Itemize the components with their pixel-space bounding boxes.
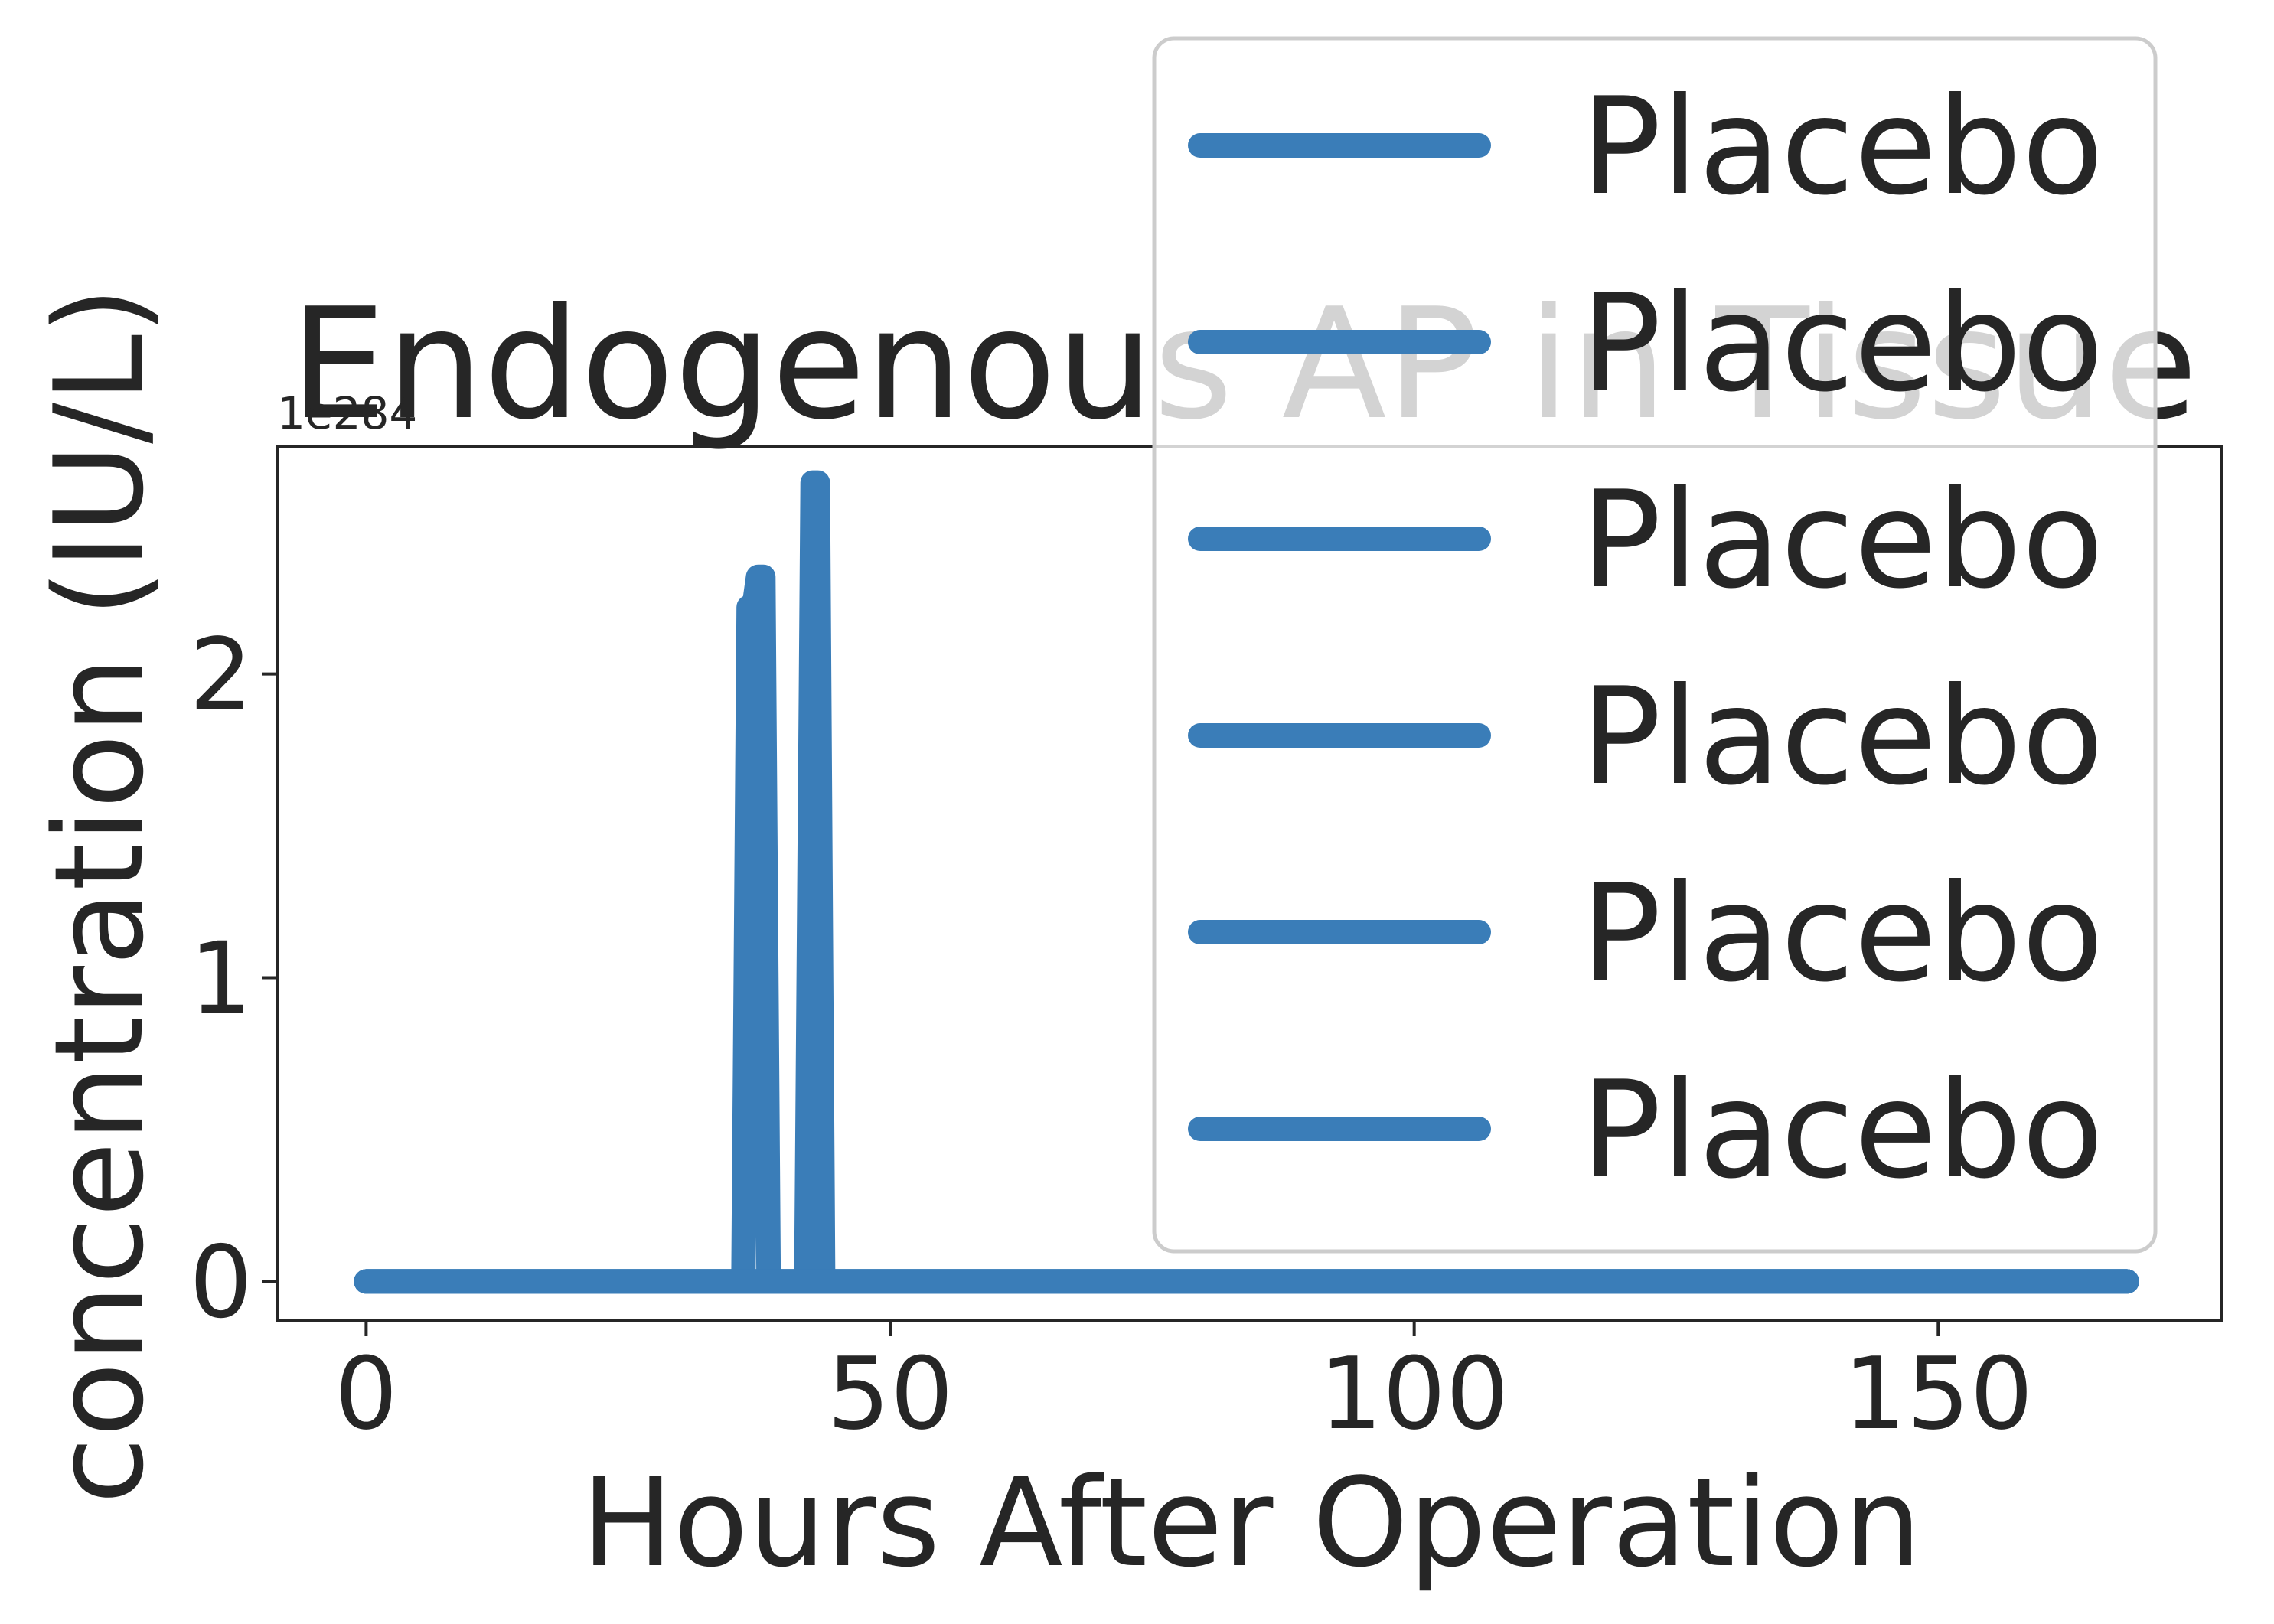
y-tick-label: 2 bbox=[189, 617, 253, 733]
x-tick-label: 0 bbox=[334, 1335, 398, 1452]
legend-label: Placebo bbox=[1581, 463, 2103, 618]
x-tick-label: 50 bbox=[827, 1335, 953, 1452]
y-axis-ticks: 0 1 2 bbox=[189, 617, 277, 1340]
y-offset-label: 1e284 bbox=[277, 387, 417, 439]
y-axis-label: concentration (IU/L) bbox=[28, 286, 171, 1504]
y-tick-label: 1 bbox=[189, 921, 253, 1037]
series-line-1 bbox=[354, 470, 2139, 1294]
legend-label: Placebo bbox=[1581, 70, 2103, 225]
x-tick-label: 150 bbox=[1843, 1335, 2033, 1452]
y-tick-label: 0 bbox=[189, 1224, 253, 1340]
legend-label: Placebo bbox=[1581, 266, 2103, 422]
legend-label: Placebo bbox=[1581, 660, 2103, 815]
legend-label: Placebo bbox=[1581, 856, 2103, 1012]
x-tick-label: 100 bbox=[1320, 1335, 1509, 1452]
legend-label: Placebo bbox=[1581, 1053, 2103, 1208]
x-axis-ticks: 0 50 100 150 bbox=[334, 1321, 2033, 1452]
legend: Placebo Placebo Placebo Placebo Placebo Place… bbox=[1152, 36, 2158, 1254]
x-axis-label: Hours After Operation bbox=[582, 1451, 1922, 1594]
series-lines bbox=[354, 470, 2139, 1294]
